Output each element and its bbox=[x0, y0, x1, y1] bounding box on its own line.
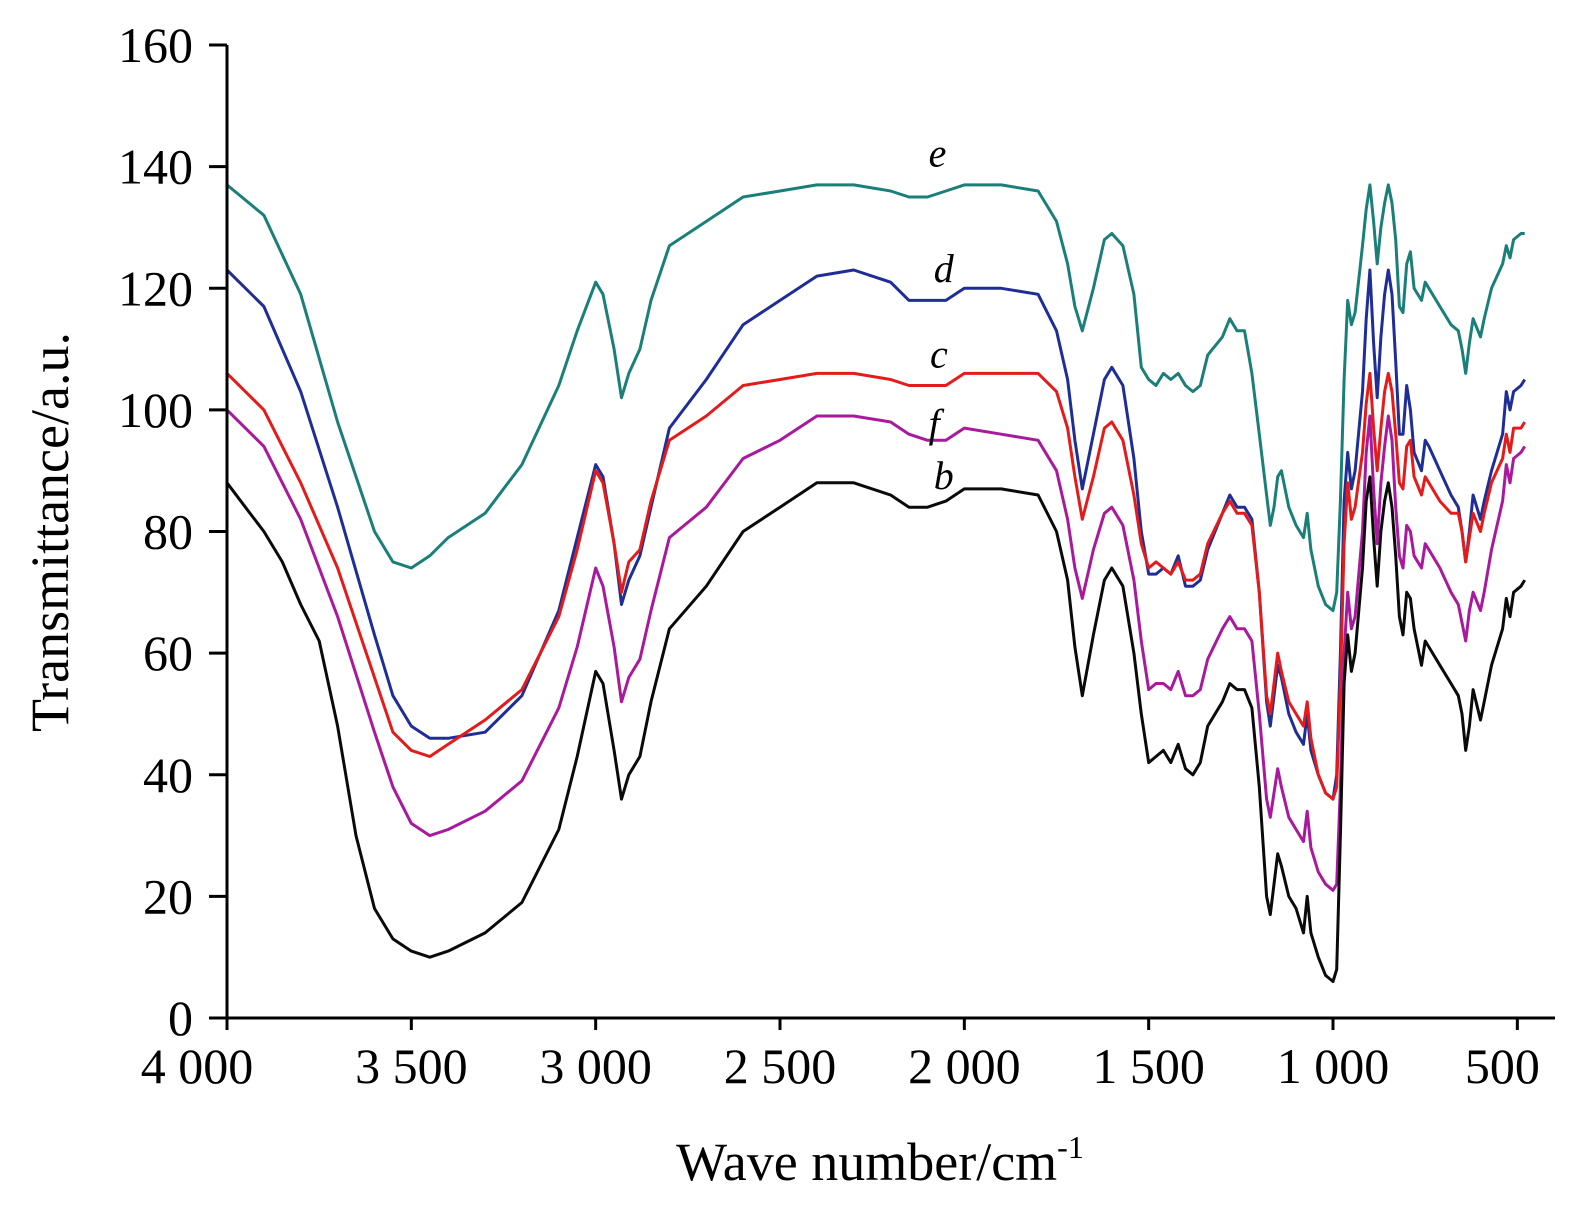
y-tick-label: 120 bbox=[118, 260, 193, 316]
series-label-e: e bbox=[929, 131, 947, 176]
x-tick-label: 2 500 bbox=[724, 1038, 837, 1094]
y-tick-label: 60 bbox=[143, 625, 193, 681]
x-axis-title: Wave number/cm-1 bbox=[676, 1129, 1084, 1192]
x-tick-label: 4 000 bbox=[141, 1038, 254, 1094]
series-line-f bbox=[225, 408, 1526, 1018]
y-tick-label: 0 bbox=[168, 990, 193, 1046]
y-tick-label: 20 bbox=[143, 868, 193, 924]
series-line-e bbox=[225, 183, 1525, 1018]
series-line-d bbox=[225, 268, 1526, 1018]
y-tick-label: 160 bbox=[118, 17, 193, 73]
series-line-c bbox=[225, 371, 1526, 1018]
y-tick-label: 100 bbox=[118, 382, 193, 438]
x-tick-label: 3 000 bbox=[539, 1038, 652, 1094]
series-line-b bbox=[225, 475, 1526, 1018]
y-tick-label: 140 bbox=[118, 139, 193, 195]
y-axis-title: Transmittance/a.u. bbox=[20, 332, 80, 732]
x-axis-title-sup: -1 bbox=[1057, 1129, 1084, 1165]
x-tick-label: 500 bbox=[1465, 1038, 1540, 1094]
series-label-b: b bbox=[934, 453, 954, 498]
ticks-layer: 4 000 3 500 3 000 2 500 2 000 1 500 1 000 500 0 2… bbox=[118, 17, 1540, 1094]
x-tick-label: 3 500 bbox=[355, 1038, 468, 1094]
series-label-d: d bbox=[934, 246, 955, 291]
x-axis-title-main: Wave number/cm bbox=[676, 1132, 1057, 1192]
y-tick-label: 40 bbox=[143, 747, 193, 803]
series-layer bbox=[225, 183, 1526, 1018]
x-tick-label: 1 500 bbox=[1092, 1038, 1205, 1094]
series-label-c: c bbox=[930, 331, 948, 376]
y-tick-label: 80 bbox=[143, 504, 193, 560]
x-tick-label: 2 000 bbox=[908, 1038, 1021, 1094]
x-tick-label: 1 000 bbox=[1277, 1038, 1390, 1094]
